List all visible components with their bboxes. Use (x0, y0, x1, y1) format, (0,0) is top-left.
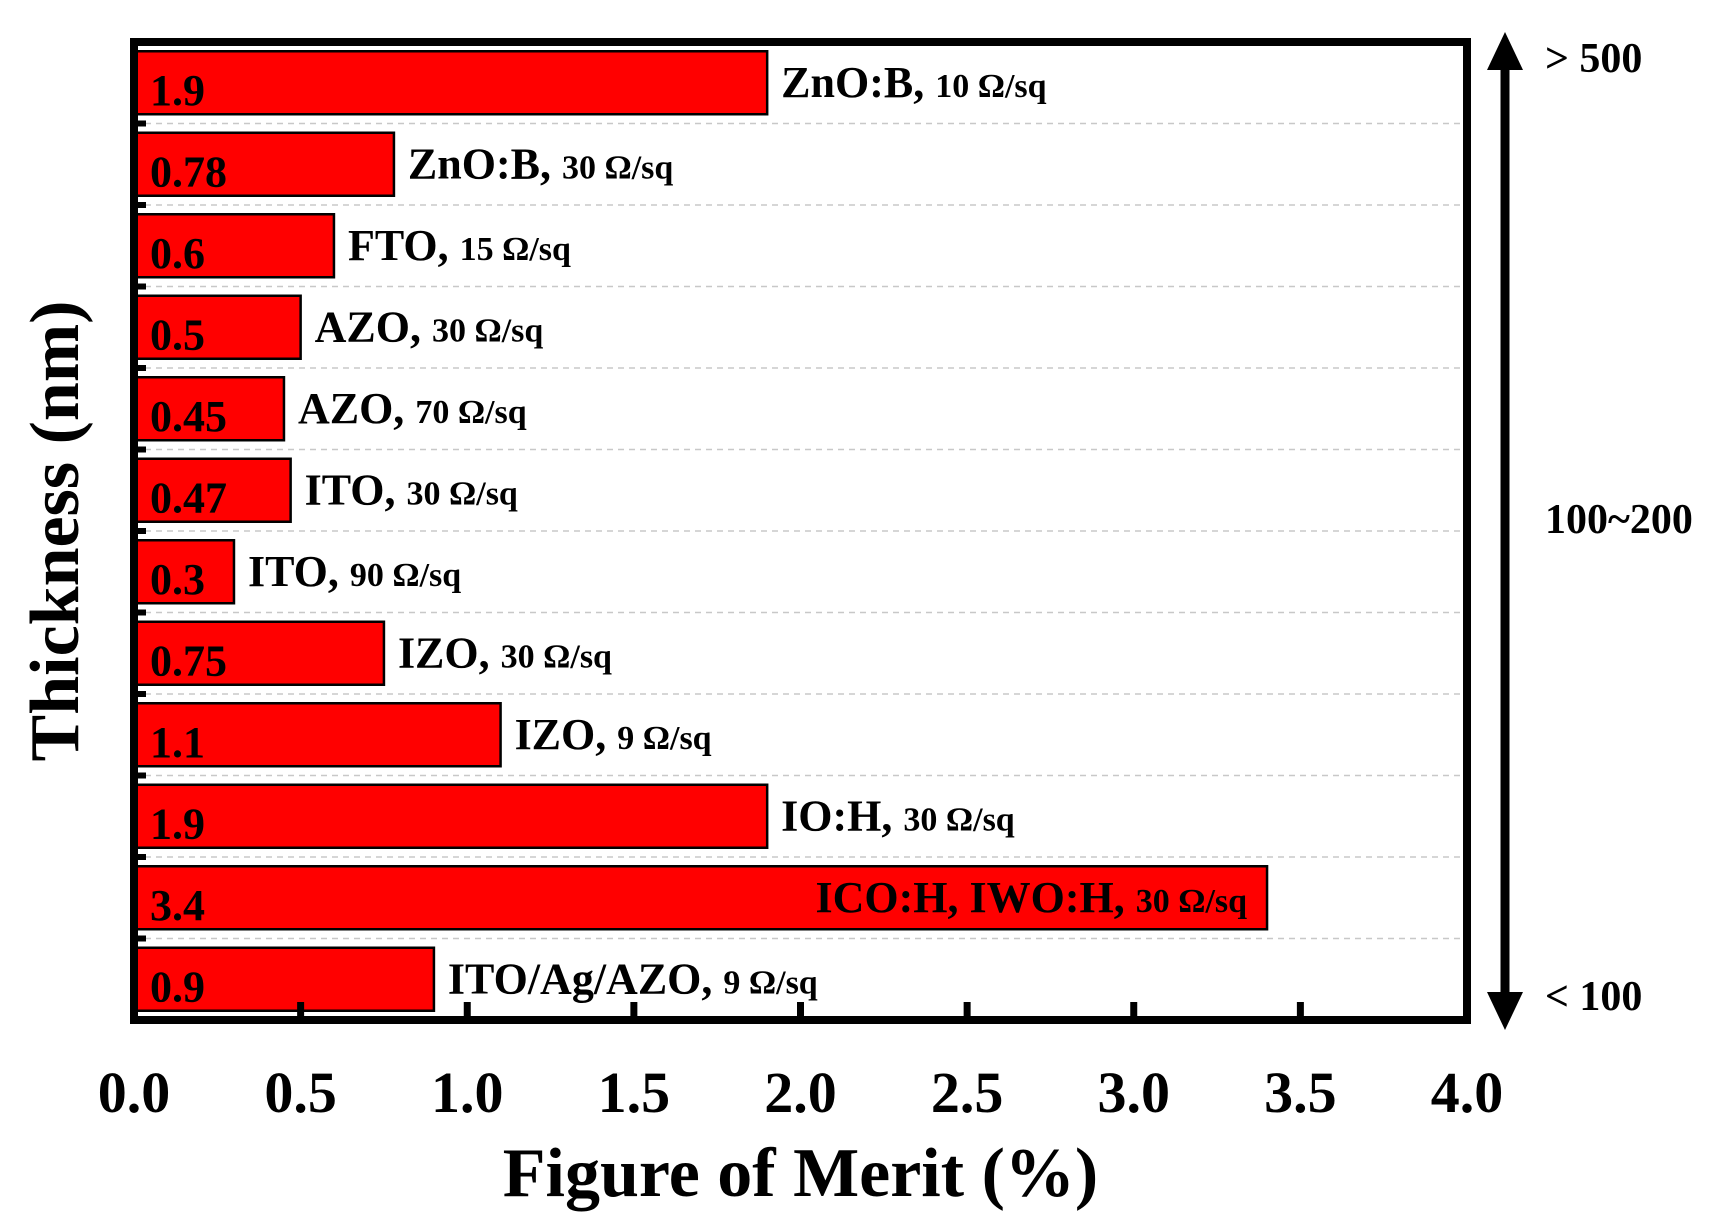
gridlines (134, 122, 1467, 940)
sheet-resistance: 30 Ω/sq (407, 475, 518, 512)
sheet-resistance: 90 Ω/sq (350, 557, 461, 594)
material-name: IO:H, (781, 791, 903, 840)
sheet-resistance: 15 Ω/sq (460, 231, 571, 268)
x-tick-label: 2.5 (931, 1060, 1004, 1125)
bar-category-label: ITO, 30 Ω/sq (305, 465, 518, 514)
bar-value-label: 0.3 (150, 555, 205, 604)
sheet-resistance: 30 Ω/sq (562, 149, 673, 186)
bar-value-label: 0.45 (150, 392, 227, 441)
x-tick-label: 0.5 (264, 1060, 337, 1125)
sheet-resistance: 30 Ω/sq (1136, 883, 1247, 920)
x-tick-label: 3.0 (1098, 1060, 1171, 1125)
material-name: ICO:H, IWO:H, (815, 873, 1135, 922)
bar-value-label: 0.75 (150, 636, 227, 685)
sheet-resistance: 9 Ω/sq (723, 964, 817, 1001)
material-name: FTO, (348, 221, 460, 270)
bar-category-label: AZO, 30 Ω/sq (315, 302, 544, 351)
bar-value-label: 3.4 (150, 881, 205, 930)
bar-value-label: 1.9 (150, 66, 205, 115)
axis-ticks (130, 39, 1471, 1023)
material-name: ITO, (305, 465, 407, 514)
bar-value-label: 0.6 (150, 229, 205, 278)
thickness-middle-label: 100~200 (1545, 497, 1693, 543)
bar-category-label: ICO:H, IWO:H, 30 Ω/sq (815, 873, 1247, 922)
x-tick-labels: 0.0 0.5 1.0 1.5 2.0 2.5 3.0 3.5 4.0 (98, 1060, 1504, 1125)
bar (132, 620, 386, 686)
x-tick-label: 3.5 (1264, 1060, 1337, 1125)
x-axis-title: Figure of Merit (%) (503, 1135, 1098, 1212)
arrow-down-icon (1487, 992, 1523, 1030)
sheet-resistance: 10 Ω/sq (935, 68, 1046, 105)
material-name: ZnO:B, (781, 58, 935, 107)
bar-value-label: 0.9 (150, 962, 205, 1011)
bar (132, 457, 292, 523)
bar-category-label: FTO, 15 Ω/sq (348, 221, 571, 270)
x-tick-label: 4.0 (1431, 1060, 1504, 1125)
material-name: ITO/Ag/AZO, (448, 954, 723, 1003)
bars: 1.9 ZnO:B, 10 Ω/sq 0.78 ZnO:B, 30 Ω/sq 0.6 FT… (132, 50, 1269, 1012)
sheet-resistance: 9 Ω/sq (617, 720, 711, 757)
thickness-arrow (1487, 32, 1523, 1030)
bar-value-label: 0.47 (150, 473, 227, 522)
material-name: IZO, (515, 710, 618, 759)
sheet-resistance: 70 Ω/sq (415, 394, 526, 431)
bar-value-label: 1.9 (150, 799, 205, 848)
material-name: AZO, (298, 384, 415, 433)
thickness-top-label: > 500 (1545, 36, 1642, 82)
x-tick-label: 2.0 (764, 1060, 837, 1125)
x-tick-label: 1.0 (431, 1060, 504, 1125)
y-axis-title: Thickness (nm) (17, 301, 94, 762)
material-name: IZO, (398, 628, 501, 677)
bar (132, 539, 236, 605)
sheet-resistance: 30 Ω/sq (903, 801, 1014, 838)
x-tick-label: 0.0 (98, 1060, 171, 1125)
bar-value-label: 1.1 (150, 718, 205, 767)
material-name: ZnO:B, (408, 139, 562, 188)
bar-value-label: 0.5 (150, 310, 205, 359)
bar (132, 865, 1269, 931)
bar-category-label: ZnO:B, 30 Ω/sq (408, 139, 673, 188)
arrow-up-icon (1487, 32, 1523, 70)
sheet-resistance: 30 Ω/sq (501, 638, 612, 675)
bar (132, 783, 769, 849)
bar-category-label: IO:H, 30 Ω/sq (781, 791, 1015, 840)
thickness-bottom-label: < 100 (1545, 974, 1642, 1020)
material-name: ITO, (248, 547, 350, 596)
bar-category-label: IZO, 9 Ω/sq (515, 710, 712, 759)
x-tick-label: 1.5 (598, 1060, 671, 1125)
bar (132, 50, 769, 116)
bar-category-label: IZO, 30 Ω/sq (398, 628, 612, 677)
bar (132, 946, 436, 1012)
bar-category-label: ZnO:B, 10 Ω/sq (781, 58, 1046, 107)
bar-category-label: ITO, 90 Ω/sq (248, 547, 461, 596)
bar-value-label: 0.78 (150, 147, 227, 196)
bar-category-label: AZO, 70 Ω/sq (298, 384, 527, 433)
sheet-resistance: 30 Ω/sq (432, 312, 543, 349)
bar-category-label: ITO/Ag/AZO, 9 Ω/sq (448, 954, 818, 1003)
material-name: AZO, (315, 302, 432, 351)
